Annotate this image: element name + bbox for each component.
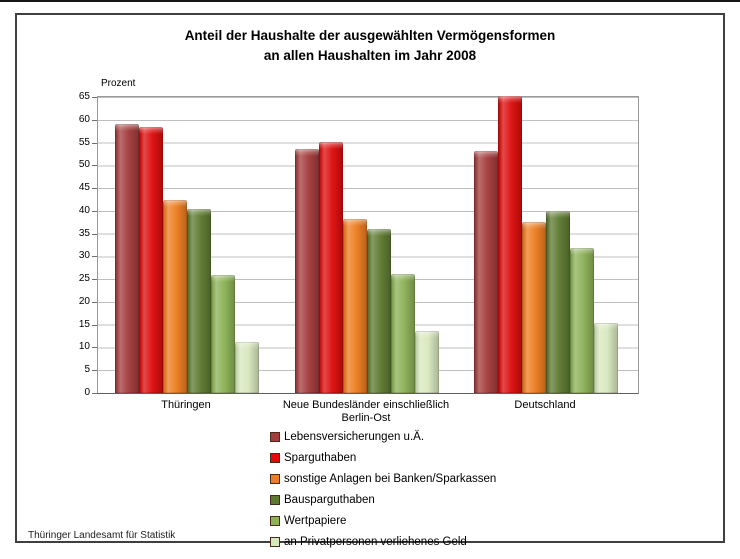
y-tick-mark xyxy=(92,256,97,258)
y-tick-label: 55 xyxy=(78,136,90,148)
y-tick-label: 5 xyxy=(84,364,90,376)
bar-group xyxy=(295,97,439,393)
y-tick-mark xyxy=(92,279,97,281)
y-tick-label: 25 xyxy=(78,273,90,285)
legend-swatch xyxy=(270,452,280,463)
y-tick-mark xyxy=(92,347,97,349)
legend-label: Wertpapiere xyxy=(284,514,347,527)
bar-group xyxy=(474,95,618,393)
legend-item: Sparguthaben xyxy=(270,447,496,468)
chart-title-line-1: Anteil der Haushalte der ausgewählten Ve… xyxy=(184,28,556,43)
bar xyxy=(343,218,367,393)
bar xyxy=(522,221,546,393)
y-tick-label: 50 xyxy=(78,159,90,171)
y-tick-mark xyxy=(92,165,97,167)
bar xyxy=(187,208,211,393)
source-credit: Thüringer Landesamt für Statistik xyxy=(28,530,176,541)
chart-frame: Anteil der Haushalte der ausgewählten Ve… xyxy=(15,13,725,548)
legend-label: Lebensversicherungen u.Ä. xyxy=(284,430,425,443)
y-tick-label: 40 xyxy=(78,204,90,216)
bar-group xyxy=(115,97,259,393)
bar xyxy=(367,229,391,393)
y-tick-mark xyxy=(92,393,97,394)
bar xyxy=(570,247,594,393)
y-tick-mark xyxy=(92,188,97,190)
y-tick-mark xyxy=(92,210,97,212)
bar xyxy=(295,149,319,393)
y-tick-label: 10 xyxy=(78,341,90,353)
legend-label: Sparguthaben xyxy=(284,451,357,464)
bar xyxy=(163,199,187,393)
bar xyxy=(498,95,522,393)
bar xyxy=(139,127,163,393)
legend-label: Bausparguthaben xyxy=(284,493,375,506)
legend-item: an Privatpersonen verliehenes Geld xyxy=(270,531,496,552)
y-tick-mark xyxy=(92,97,97,98)
chart-title-line-2: an allen Haushalten im Jahr 2008 xyxy=(263,48,477,63)
legend-swatch xyxy=(270,473,280,484)
bar xyxy=(211,274,235,393)
legend-swatch xyxy=(270,431,280,442)
bar xyxy=(594,323,618,393)
legend-swatch xyxy=(270,515,280,526)
legend-label: an Privatpersonen verliehenes Geld xyxy=(284,535,467,548)
legend-swatch xyxy=(270,494,280,505)
chart-title: Anteil der Haushalte der ausgewählten Ve… xyxy=(17,26,723,66)
x-axis-label: Thüringen xyxy=(161,399,211,411)
y-tick-mark xyxy=(92,142,97,144)
legend-item: sonstige Anlagen bei Banken/Sparkassen xyxy=(270,468,496,489)
y-tick-mark xyxy=(92,324,97,326)
y-tick-label: 65 xyxy=(78,91,90,102)
y-tick-label: 60 xyxy=(78,113,90,125)
legend-label: sonstige Anlagen bei Banken/Sparkassen xyxy=(284,472,497,485)
y-tick-label: 15 xyxy=(78,318,90,330)
legend-item: Bausparguthaben xyxy=(270,489,496,510)
bar xyxy=(415,331,439,393)
y-tick-label: 20 xyxy=(78,295,90,307)
x-axis-label: Neue Bundesländer einschließlich Berlin-… xyxy=(282,399,450,424)
y-tick-mark xyxy=(92,119,97,121)
screen-top-edge-line xyxy=(0,0,740,2)
y-tick-label: 30 xyxy=(78,250,90,262)
y-tick-label: 45 xyxy=(78,182,90,194)
y-tick-label: 0 xyxy=(84,387,90,398)
bar xyxy=(319,141,343,393)
y-axis-title: Prozent xyxy=(101,78,136,89)
legend-swatch xyxy=(270,536,280,547)
legend: Lebensversicherungen u.Ä. Sparguthaben son… xyxy=(270,426,496,552)
x-axis-label: Deutschland xyxy=(514,399,576,411)
plot-area: 0 5 10 15 20 25 30 35 40 45 50 55 60 65 xyxy=(79,92,639,398)
bar xyxy=(391,274,415,393)
bar xyxy=(474,150,498,393)
bar xyxy=(546,210,570,393)
y-tick-mark xyxy=(92,301,97,303)
bar xyxy=(235,341,259,393)
legend-item: Wertpapiere xyxy=(270,510,496,531)
legend-item: Lebensversicherungen u.Ä. xyxy=(270,426,496,447)
y-tick-label: 35 xyxy=(78,227,90,239)
y-tick-mark xyxy=(92,233,97,235)
y-tick-mark xyxy=(92,370,97,372)
bar xyxy=(115,124,139,393)
